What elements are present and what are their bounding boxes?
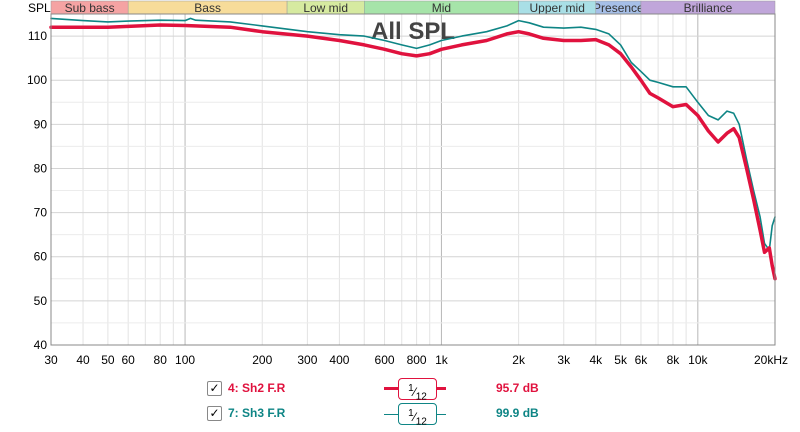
y-tick-label: 70 (34, 206, 48, 220)
series-4-smoothing-button[interactable]: 1⁄12 (398, 378, 437, 403)
series-7-name: 7: Sh3 F.R (228, 406, 286, 420)
x-tick-label: 60 (121, 353, 135, 367)
series-4-name: 4: Sh2 F.R (228, 381, 286, 395)
smoothing-numerator: 1 (408, 408, 414, 419)
band-label: Low mid (303, 1, 348, 15)
y-tick-label: 110 (28, 29, 47, 43)
x-tick-label: 600 (375, 353, 395, 367)
y-tick-label: 80 (34, 161, 48, 175)
band-label: Mid (432, 1, 451, 15)
band-label: Brilliance (684, 1, 733, 15)
x-tick-label: 80 (154, 353, 168, 367)
x-tick-label: 6k (635, 353, 649, 367)
plot-frame (50, 13, 776, 346)
x-tick-label: 40 (76, 353, 90, 367)
y-axis-label: SPL (28, 1, 51, 15)
smoothing-denominator: 12 (415, 391, 427, 403)
frequency-response-chart: Sub bass Bass Low mid Mid Upper mid Presence B… (27, 0, 788, 367)
series-7-smoothing-button[interactable]: 1⁄12 (398, 403, 437, 428)
series-4-visibility-checkbox[interactable]: ✓ (207, 381, 222, 396)
x-tick-label: 50 (101, 353, 115, 367)
x-tick-label: 5k (614, 353, 628, 367)
x-tick-label: 4k (589, 353, 603, 367)
x-tick-label: 300 (297, 353, 317, 367)
band-label: Sub bass (65, 1, 115, 15)
band-label: Presence (593, 1, 644, 15)
y-tick-label: 40 (34, 338, 48, 352)
x-tick-label: 20kHz (754, 353, 788, 367)
x-tick-label: 30 (44, 353, 58, 367)
y-tick-label: 90 (34, 117, 48, 131)
series-line-4 (49, 23, 777, 281)
plot-area (51, 14, 775, 345)
x-tick-label: 2k (512, 353, 526, 367)
series-4-level: 95.7 dB (496, 381, 539, 395)
band-label: Upper mid (530, 1, 585, 15)
series-7-level: 99.9 dB (496, 406, 539, 420)
x-tick-label: 200 (252, 353, 272, 367)
y-tick-label: 60 (34, 250, 48, 264)
x-tick-label: 800 (407, 353, 427, 367)
band-label: Bass (194, 1, 221, 15)
smoothing-numerator: 1 (408, 383, 414, 394)
series-line-7 (50, 17, 776, 251)
x-tick-label: 8k (667, 353, 681, 367)
x-tick-label: 100 (175, 353, 195, 367)
x-tick-label: 3k (557, 353, 571, 367)
x-tick-label: 10k (688, 353, 708, 367)
y-tick-label: 50 (34, 294, 48, 308)
x-tick-label: 1k (435, 353, 449, 367)
smoothing-denominator: 12 (415, 416, 427, 428)
series-7-visibility-checkbox[interactable]: ✓ (207, 406, 222, 421)
x-tick-label: 400 (329, 353, 349, 367)
y-tick-label: 100 (27, 73, 47, 87)
